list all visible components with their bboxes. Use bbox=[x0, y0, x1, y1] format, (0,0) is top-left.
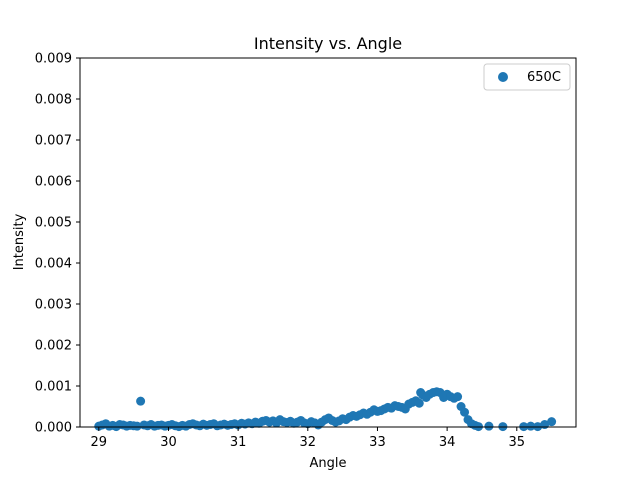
x-tick-label: 34 bbox=[439, 435, 456, 450]
x-tick-label: 33 bbox=[369, 435, 386, 450]
chart-title: Intensity vs. Angle bbox=[254, 34, 402, 53]
legend: 650C bbox=[483, 63, 571, 91]
x-axis-label: Angle bbox=[310, 456, 347, 471]
data-point bbox=[132, 421, 142, 431]
y-tick-label: 0.007 bbox=[35, 134, 72, 149]
y-tick-label: 0.008 bbox=[35, 93, 72, 108]
y-axis-label: Intensity bbox=[12, 213, 27, 270]
data-point bbox=[136, 396, 146, 406]
y-tick-label: 0.000 bbox=[35, 421, 72, 436]
y-tick-label: 0.006 bbox=[35, 175, 72, 190]
data-point bbox=[547, 417, 557, 427]
legend-marker bbox=[498, 72, 508, 82]
y-axis-ticks: 0.000 0.001 0.002 0.003 0.004 0.005 0.006 0.007… bbox=[35, 52, 80, 436]
legend-box bbox=[483, 63, 571, 91]
plot-frame bbox=[79, 57, 577, 428]
x-tick-label: 32 bbox=[300, 435, 317, 450]
y-tick-label: 0.005 bbox=[35, 216, 72, 231]
y-tick-label: 0.004 bbox=[35, 257, 72, 272]
data-point bbox=[526, 421, 536, 431]
data-point bbox=[453, 392, 463, 402]
x-tick-label: 29 bbox=[91, 435, 108, 450]
x-tick-label: 35 bbox=[509, 435, 526, 450]
y-tick-label: 0.001 bbox=[35, 380, 72, 395]
data-point bbox=[414, 398, 424, 408]
legend-label: 650C bbox=[527, 70, 561, 85]
data-point bbox=[460, 407, 470, 417]
y-tick-label: 0.003 bbox=[35, 298, 72, 313]
x-tick-label: 31 bbox=[230, 435, 247, 450]
x-tick-label: 30 bbox=[160, 435, 177, 450]
plot-area bbox=[80, 58, 576, 427]
y-tick-label: 0.009 bbox=[35, 52, 72, 67]
y-tick-label: 0.002 bbox=[35, 339, 72, 354]
data-point bbox=[484, 421, 494, 431]
x-axis-ticks: 29 30 31 32 33 34 35 bbox=[91, 427, 526, 450]
